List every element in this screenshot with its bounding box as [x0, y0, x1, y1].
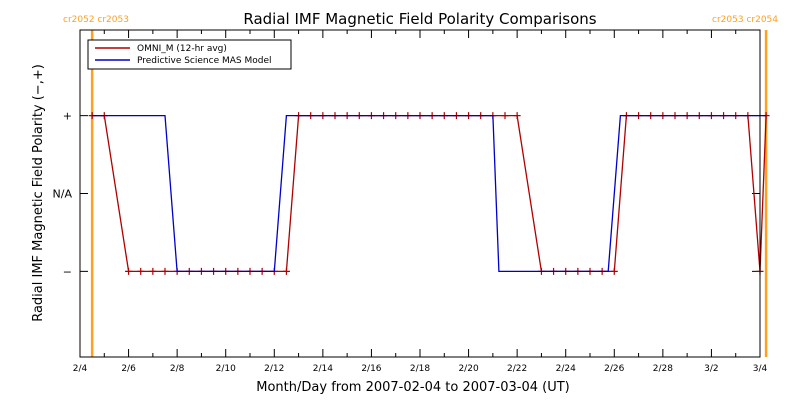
data-point-0-34: [513, 112, 521, 120]
legend: OMNI_M (12-hr avg) Predictive Science MA…: [87, 39, 292, 70]
x-tick-label-6: 2/16: [361, 364, 381, 374]
rotation-marker-label-1: cr2053 cr2054: [712, 15, 778, 25]
x-tick-label-9: 2/22: [507, 364, 527, 374]
x-tick-label-5: 2/14: [313, 364, 333, 374]
x-tick-label-3: 2/10: [216, 364, 236, 374]
y-tick-label-2: −: [63, 265, 72, 278]
data-point-0-3: [137, 267, 145, 275]
x-tick-label-8: 2/20: [458, 364, 478, 374]
plot-area: 2/4 2/6 2/8 2/10 2/12 2/14 2/16 2/18 2/20 2/22 2/2…: [53, 15, 779, 374]
y-tick-label-0: +: [63, 110, 72, 123]
data-point-0-5: [161, 267, 169, 275]
plot-frame: [79, 29, 761, 358]
y-tick-label-1: N/A: [53, 188, 73, 201]
legend-label-mas: Predictive Science MAS Model: [137, 56, 272, 66]
y-axis-label: Radial IMF Magnetic Field Polarity (−,+): [31, 64, 46, 322]
data-point-0-2: [125, 267, 133, 275]
x-tick-label-1: 2/6: [121, 364, 136, 374]
x-tick-label-7: 2/18: [410, 364, 430, 374]
rotation-marker-label-0: cr2052 cr2053: [63, 15, 129, 25]
series-line-1: [92, 114, 767, 273]
x-tick-label-2: 2/8: [170, 364, 185, 374]
data-point-0-15: [282, 267, 290, 275]
data-point-0-41: [610, 267, 618, 275]
chart-title: Radial IMF Magnetic Field Polarity Compa…: [243, 10, 596, 28]
x-tick-label-12: 2/28: [653, 364, 673, 374]
data-point-0-33: [501, 112, 509, 120]
x-tick-label-13: 3/2: [704, 364, 718, 374]
x-tick-label-4: 2/12: [264, 364, 284, 374]
legend-box: [87, 39, 292, 70]
x-tick-label-11: 2/26: [604, 364, 624, 374]
legend-label-omni: OMNI_M (12-hr avg): [137, 44, 227, 54]
x-axis-label: Month/Day from 2007-02-04 to 2007-03-04 …: [256, 380, 569, 395]
x-tick-label-14: 3/4: [753, 364, 768, 374]
data-point-0-4: [149, 267, 157, 275]
x-tick-label-10: 2/24: [556, 364, 576, 374]
x-tick-label-0: 2/4: [73, 364, 88, 374]
